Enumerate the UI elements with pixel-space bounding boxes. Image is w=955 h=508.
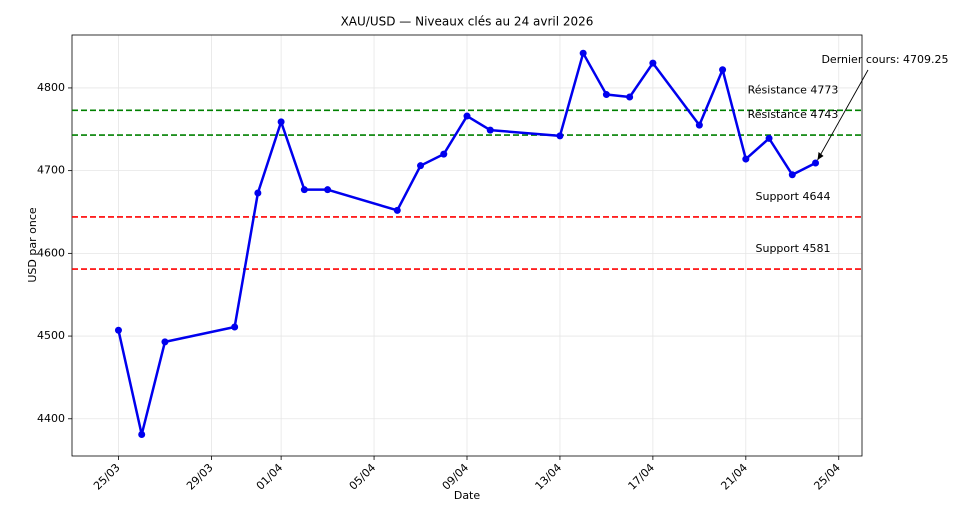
x-tick-label: 29/03 bbox=[184, 461, 216, 493]
y-tick-label: 4400 bbox=[37, 412, 65, 425]
y-axis-label: USD par once bbox=[26, 207, 39, 282]
price-point bbox=[765, 134, 773, 142]
price-line bbox=[117, 51, 817, 436]
price-point bbox=[695, 121, 703, 129]
annotation-text: Dernier cours: 4709.25 bbox=[821, 53, 948, 66]
price-point bbox=[649, 59, 657, 67]
price-point bbox=[719, 66, 727, 74]
annotation-arrowhead bbox=[817, 151, 824, 160]
annotation-arrow bbox=[817, 69, 869, 161]
x-tick-label: 13/04 bbox=[533, 461, 565, 493]
price-point bbox=[300, 186, 308, 194]
price-point bbox=[486, 126, 494, 134]
price-point bbox=[440, 150, 448, 158]
x-tick-label: 21/04 bbox=[718, 461, 750, 493]
x-tick-label: 01/04 bbox=[254, 461, 286, 493]
y-tick-label: 4800 bbox=[37, 81, 65, 94]
y-tick-label: 4700 bbox=[37, 164, 65, 177]
y-tick-label: 4600 bbox=[37, 246, 65, 259]
level-label: Support 4644 bbox=[756, 190, 831, 203]
price-point bbox=[626, 93, 634, 101]
chart-title: XAU/USD — Niveaux clés au 24 avril 2026 bbox=[341, 15, 594, 29]
price-point bbox=[254, 189, 262, 197]
price-point bbox=[812, 159, 820, 167]
x-axis-label: Date bbox=[454, 489, 481, 502]
level-label: Support 4581 bbox=[756, 242, 831, 255]
price-point bbox=[602, 91, 610, 99]
price-point bbox=[579, 49, 587, 57]
price-point bbox=[463, 112, 471, 120]
price-point bbox=[114, 326, 122, 334]
price-point bbox=[788, 171, 796, 179]
x-tick-label: 09/04 bbox=[440, 461, 472, 493]
x-tick-label: 17/04 bbox=[626, 461, 658, 493]
x-tick-label: 25/04 bbox=[811, 461, 843, 493]
price-point bbox=[277, 118, 285, 126]
price-point bbox=[742, 155, 750, 163]
price-point bbox=[161, 338, 169, 346]
plot-frame bbox=[71, 34, 863, 457]
x-tick-label: 05/04 bbox=[347, 461, 379, 493]
price-point bbox=[393, 206, 401, 214]
price-point bbox=[324, 186, 332, 194]
price-point bbox=[556, 132, 564, 140]
level-label: Résistance 4773 bbox=[748, 83, 839, 96]
price-point bbox=[231, 323, 239, 331]
price-point bbox=[417, 162, 425, 170]
y-tick-label: 4500 bbox=[37, 329, 65, 342]
x-tick-label: 25/03 bbox=[91, 461, 123, 493]
price-point bbox=[138, 430, 146, 438]
level-label: Résistance 4743 bbox=[748, 108, 839, 121]
